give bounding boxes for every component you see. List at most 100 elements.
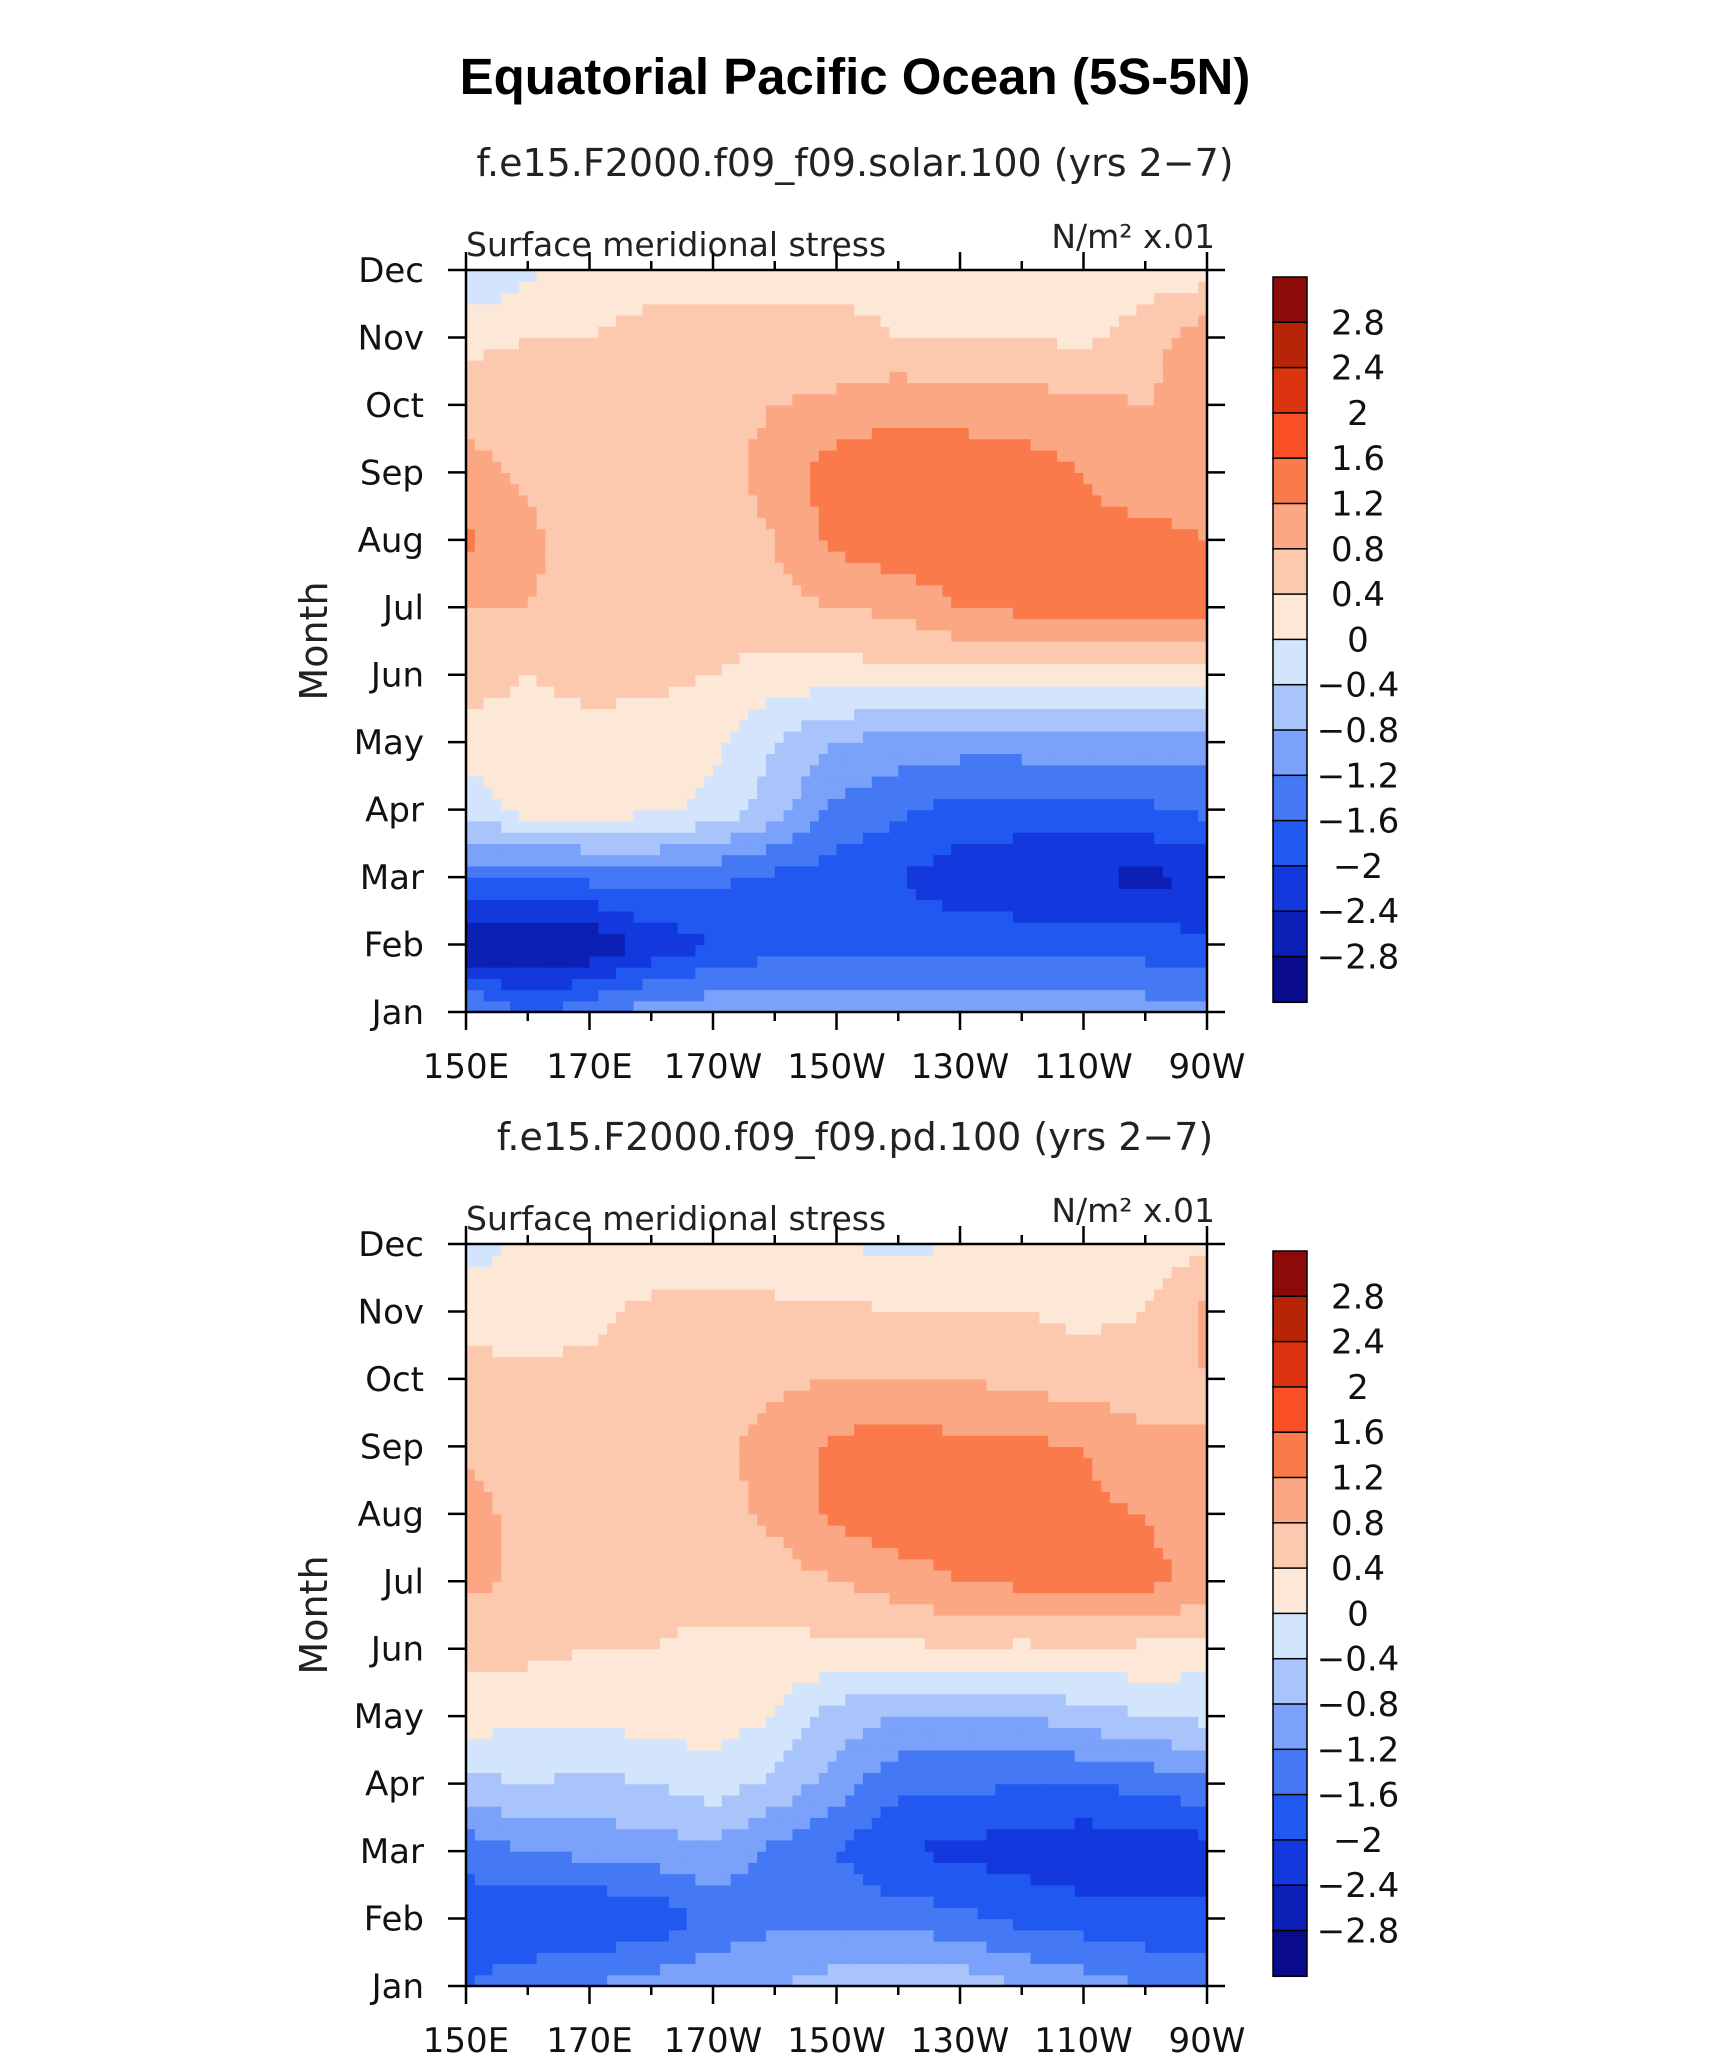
heatmap-cell [1109,416,1120,428]
heatmap-cell [730,955,741,968]
heatmap-cell [1030,348,1040,361]
heatmap-cell [624,393,635,406]
heatmap-cell [1057,359,1067,372]
heatmap-cell [686,899,696,912]
heatmap-cell [686,978,696,991]
heatmap-cell [1012,348,1023,361]
heatmap-cell [898,562,908,575]
heatmap-cell [527,618,538,631]
heatmap-cell [642,393,652,406]
heatmap-cell [1136,348,1146,361]
heatmap-cell [501,551,511,563]
heatmap-cell [1048,978,1058,991]
heatmap-cell [721,820,732,833]
heatmap-cell [942,843,952,856]
heatmap-cell [1030,978,1040,991]
heatmap-cell [862,427,873,440]
heatmap-cell [854,742,864,755]
heatmap-cell [695,539,705,552]
heatmap-cell [721,596,732,608]
heatmap-cell [862,596,873,608]
heatmap-cell [642,877,652,889]
heatmap-cell [748,742,758,755]
heatmap-cell [1004,697,1014,710]
heatmap-cell [721,798,732,811]
heatmap-cell [986,820,996,833]
heatmap-cell [942,584,952,597]
heatmap-cell [818,955,829,968]
heatmap-cell [695,832,705,844]
heatmap-cell [1048,551,1058,563]
heatmap-cell [862,472,873,485]
panel-subtitle: f.e15.F2000.f09_f09.solar.100 (yrs 2−7) [476,141,1233,185]
heatmap-cell [1083,562,1093,575]
heatmap-cell [1171,371,1182,384]
heatmap-cell [871,483,882,496]
heatmap-cell [1065,393,1076,406]
heatmap-cell [907,573,917,586]
heatmap-cell [1180,899,1190,912]
heatmap-cell [615,967,626,979]
heatmap-cell [1180,652,1190,665]
heatmap-cell [739,596,749,608]
heatmap-cell [545,494,555,507]
heatmap-cell [1101,854,1111,867]
heatmap-cell [589,685,599,698]
heatmap-cell [518,641,529,653]
heatmap-cell [783,775,793,788]
heatmap-cell [651,753,661,766]
heatmap-cell [818,618,829,631]
heatmap-cell [651,404,661,417]
heatmap-cell [704,449,714,462]
heatmap-cell [633,461,644,473]
heatmap-cell [1154,449,1164,462]
heatmap-cell [1127,483,1138,496]
heatmap-cell [492,607,502,620]
heatmap-cell [501,775,511,788]
heatmap-cell [924,562,935,575]
heatmap-cell [995,955,1005,968]
heatmap-cell [483,730,494,743]
heatmap-cell [1127,641,1138,653]
heatmap-cell [615,888,626,901]
heatmap-cell [1109,697,1120,710]
heatmap-cell [686,787,696,799]
heatmap-cell [748,832,758,844]
heatmap-cell [580,865,591,878]
heatmap-cell [704,820,714,833]
heatmap-cell [571,865,582,878]
heatmap-cell [907,618,917,631]
heatmap-cell [774,764,785,777]
heatmap-cell [810,551,820,563]
heatmap-cell [1118,382,1129,395]
heatmap-cell [801,865,811,878]
heatmap-cell [721,517,732,530]
heatmap-cell [1136,910,1146,923]
heatmap-cell [748,618,758,631]
heatmap-cell [686,854,696,867]
heatmap-cell [483,641,494,653]
heatmap-cell [536,393,546,406]
heatmap-cell [589,967,599,979]
heatmap-cell [907,539,917,552]
heatmap-cell [483,472,494,485]
heatmap-cell [845,427,855,440]
heatmap-cell [651,685,661,698]
heatmap-cell [898,641,908,653]
heatmap-cell [757,730,767,743]
heatmap-cell [889,663,899,676]
heatmap-cell [1030,888,1040,901]
heatmap-cell [1101,393,1111,406]
heatmap-cell [818,359,829,372]
heatmap-cell [1039,573,1049,586]
heatmap-cell [810,685,820,698]
heatmap-cell [633,539,644,552]
heatmap-cell [704,674,714,687]
heatmap-cell [915,427,926,440]
heatmap-cell [1101,539,1111,552]
heatmap-cell [907,528,917,541]
heatmap-cell [1092,742,1102,755]
heatmap-cell [1162,809,1173,822]
heatmap-cell [721,944,732,957]
heatmap-cell [854,539,864,552]
